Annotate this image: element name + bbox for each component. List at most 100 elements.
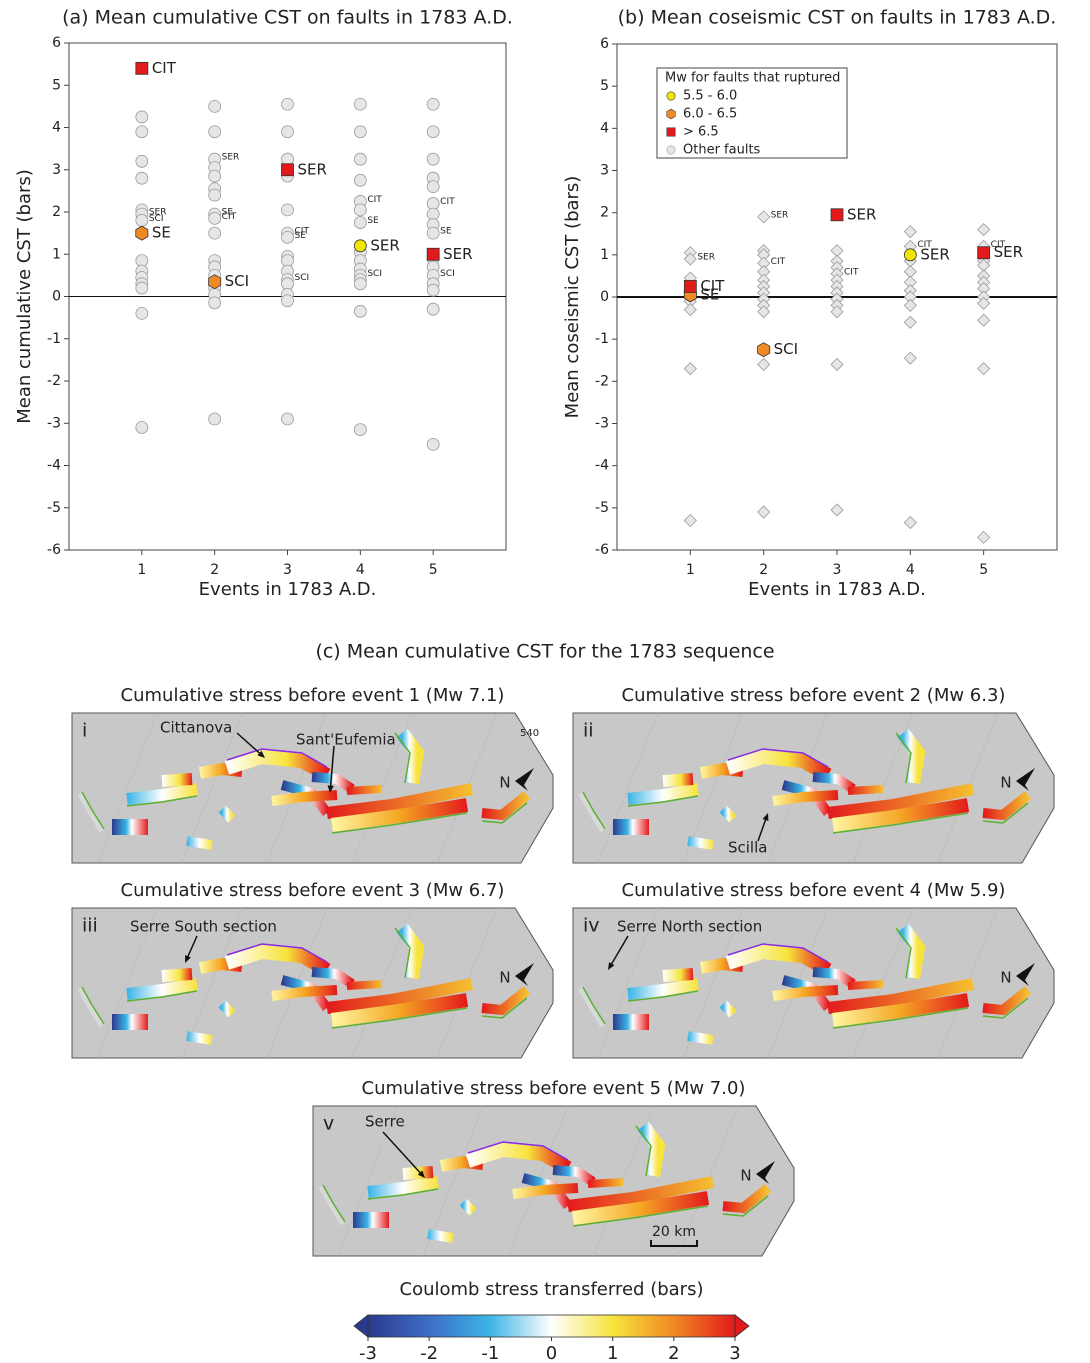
colorbar-tick-label: 3 xyxy=(729,1343,740,1363)
point xyxy=(426,283,440,297)
point xyxy=(757,342,771,358)
map-title: Cumulative stress before event 2 (Mw 6.3… xyxy=(622,685,1006,706)
point-label: CIT xyxy=(700,277,725,295)
y-tick-label: -6 xyxy=(47,542,61,558)
point xyxy=(757,505,771,519)
point xyxy=(208,211,222,225)
y-tick-label: 2 xyxy=(52,204,61,220)
point xyxy=(903,248,917,262)
point xyxy=(353,239,367,253)
point xyxy=(353,173,367,187)
map-numeral: iii xyxy=(82,915,98,937)
point xyxy=(208,169,222,183)
point xyxy=(426,152,440,166)
point-label: SER xyxy=(370,236,399,254)
point xyxy=(208,412,222,426)
map-panel: i N Cittanova Sant'Eufemia 540 xyxy=(71,712,554,864)
point-label: SCI xyxy=(295,273,310,283)
x-tick-label: 1 xyxy=(686,562,695,578)
y-tick-label: 0 xyxy=(600,289,609,305)
point-label: CIT xyxy=(917,240,932,250)
point xyxy=(281,163,294,177)
y-tick-label: 5 xyxy=(52,77,61,93)
point xyxy=(353,304,367,318)
point xyxy=(426,180,440,194)
point xyxy=(757,210,771,224)
scale-bar-label: 20 km xyxy=(652,1224,696,1240)
x-tick-label: 4 xyxy=(356,562,365,578)
colorbar-extend-high xyxy=(734,1314,750,1338)
arrow-head xyxy=(257,750,265,758)
point xyxy=(903,315,917,329)
point-label: CIT xyxy=(295,227,310,237)
point xyxy=(135,171,149,185)
y-tick-label: 6 xyxy=(600,36,609,52)
map-numeral: v xyxy=(323,1113,334,1135)
point xyxy=(208,226,222,240)
arrow-head xyxy=(762,813,769,821)
north-arrow xyxy=(515,963,534,986)
legend-label: 5.5 - 6.0 xyxy=(683,89,737,104)
point xyxy=(830,305,844,319)
legend-swatch xyxy=(666,91,676,101)
point xyxy=(426,437,440,451)
colorbar xyxy=(367,1314,736,1338)
annotation-arrow xyxy=(186,935,198,958)
y-tick-label: 2 xyxy=(600,205,609,221)
x-tick-label: 2 xyxy=(210,562,219,578)
x-tick-label: 1 xyxy=(137,562,146,578)
point xyxy=(977,246,991,260)
x-tick-label: 2 xyxy=(759,562,768,578)
north-arrow xyxy=(1016,768,1035,791)
point xyxy=(281,412,294,426)
legend-box xyxy=(656,67,848,159)
legend-title: Mw for faults that ruptured xyxy=(665,71,840,86)
point-label: SCI xyxy=(440,269,455,279)
point xyxy=(353,216,367,229)
map-annotation: Serre South section xyxy=(130,918,277,936)
map-title: Cumulative stress before event 1 (Mw 7.1… xyxy=(121,685,505,706)
point xyxy=(353,97,367,111)
point-label: SCI xyxy=(149,214,164,224)
arrow-head xyxy=(327,785,334,793)
y-tick-label: -2 xyxy=(595,373,609,389)
point xyxy=(757,357,771,372)
arrow-head xyxy=(417,1170,425,1178)
point xyxy=(683,513,697,528)
y-tick-label: 0 xyxy=(52,289,61,305)
y-tick-label: 3 xyxy=(52,162,61,178)
colorbar-tick-label: -2 xyxy=(420,1343,438,1363)
y-tick-label: 5 xyxy=(600,78,609,94)
point xyxy=(135,281,149,295)
point-label: SER xyxy=(697,253,715,263)
point xyxy=(208,125,222,139)
map-title: Cumulative stress before event 4 (Mw 5.9… xyxy=(622,880,1006,901)
y-tick-label: -4 xyxy=(595,458,609,474)
point xyxy=(353,423,367,436)
point-label: CIT xyxy=(222,212,237,222)
point xyxy=(683,280,697,293)
north-arrow xyxy=(756,1161,775,1184)
point xyxy=(903,351,917,365)
point xyxy=(281,294,294,308)
legend-swatch xyxy=(666,108,676,120)
map-title: Cumulative stress before event 3 (Mw 6.7… xyxy=(121,880,505,901)
y-axis-label: Mean coseismic CST (bars) xyxy=(562,176,583,419)
point-label: CIT xyxy=(152,59,177,77)
map-panel: iii N Serre South section xyxy=(71,907,554,1059)
point-label: SER xyxy=(847,205,876,223)
north-label: N xyxy=(499,774,510,792)
point xyxy=(135,225,149,241)
annotation-arrow xyxy=(236,732,262,755)
y-tick-label: 4 xyxy=(52,120,61,136)
north-arrow xyxy=(515,768,534,791)
point xyxy=(135,214,149,227)
point xyxy=(977,313,991,327)
point xyxy=(208,188,222,202)
y-tick-label: 1 xyxy=(600,247,609,263)
point xyxy=(281,125,294,139)
point-label: SER xyxy=(443,245,472,263)
scale-bar xyxy=(650,1240,698,1247)
map-annotation: Serre North section xyxy=(617,918,762,936)
